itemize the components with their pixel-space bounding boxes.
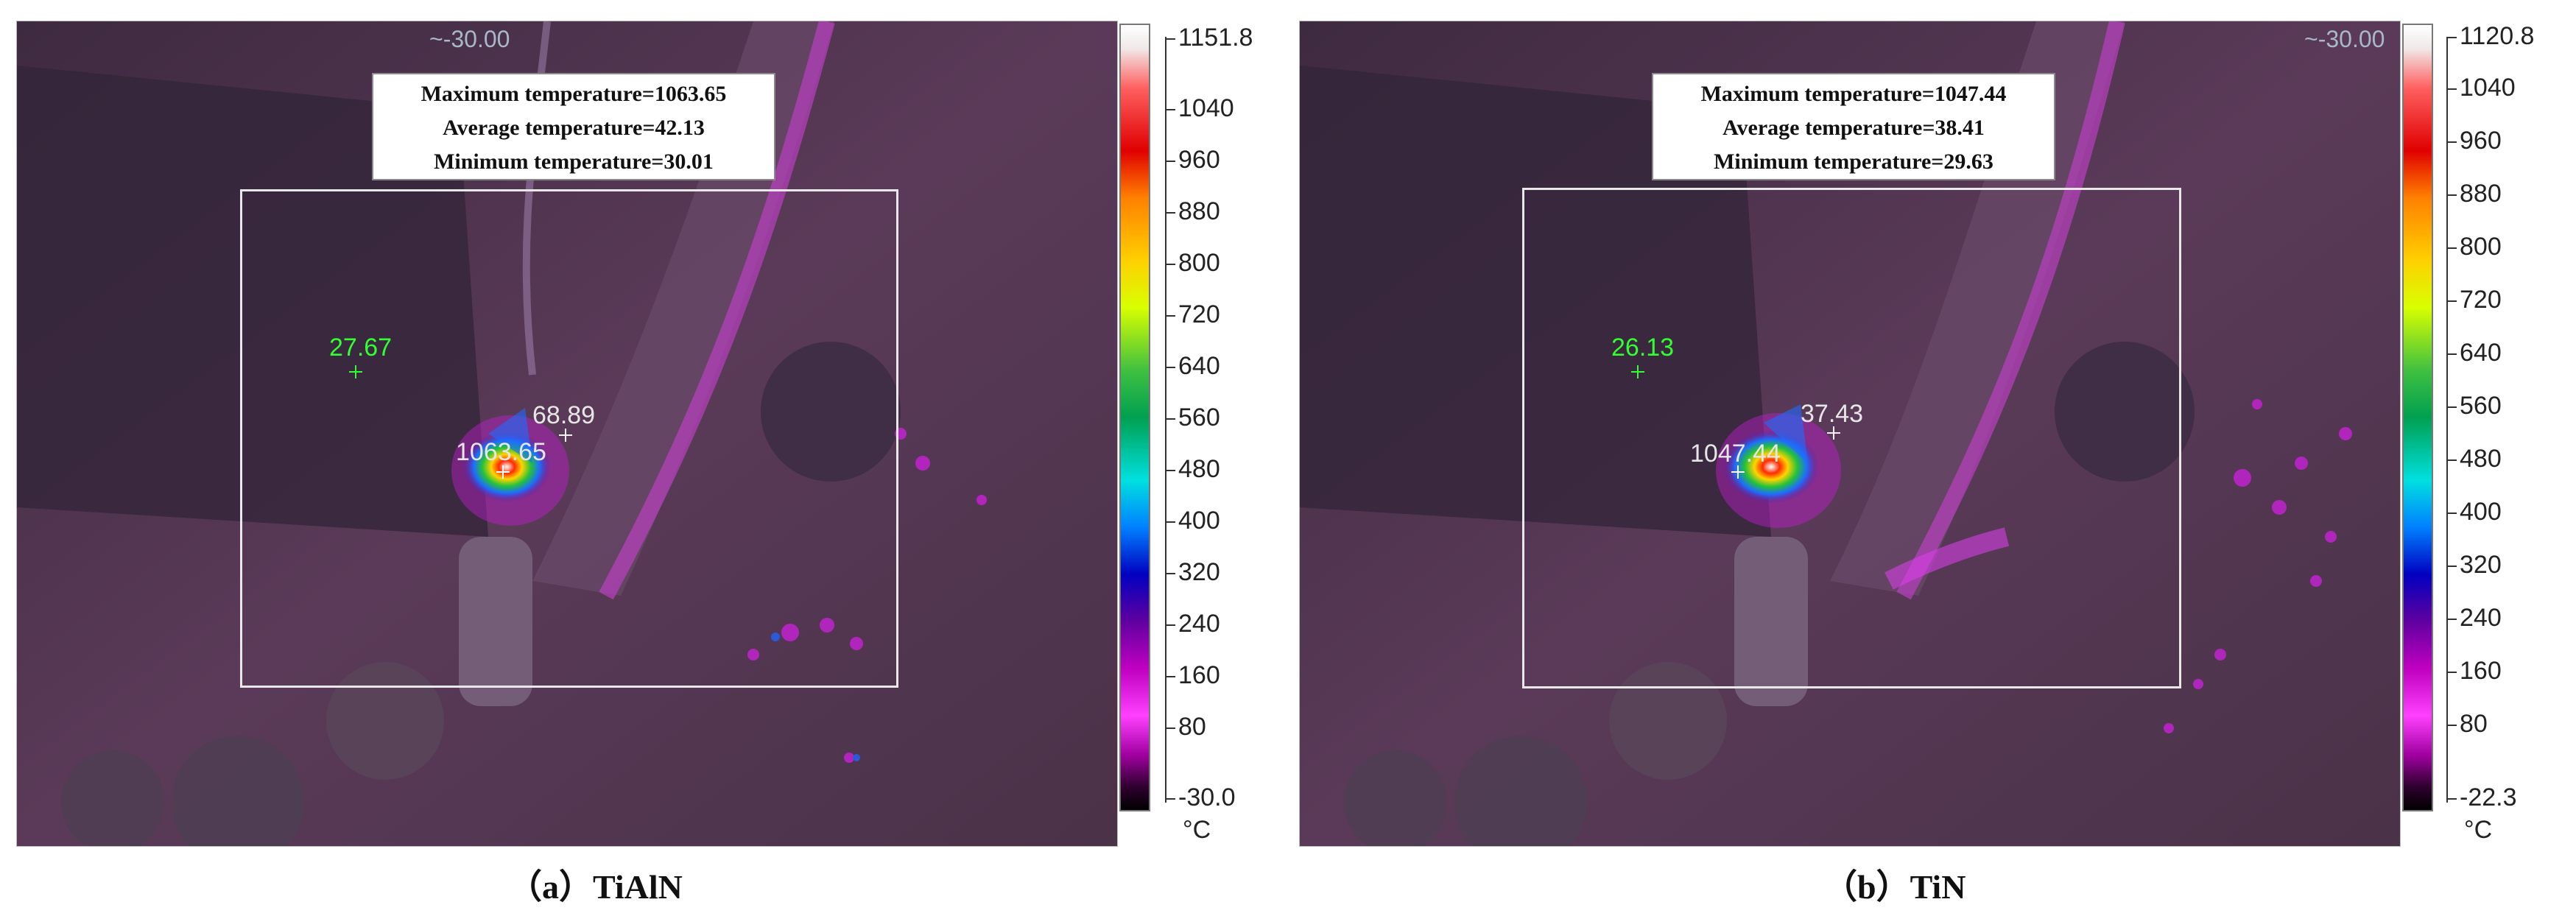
panel-tin: ~-30.00 Maximum temperature=1047.44 Aver… <box>1281 0 2576 916</box>
thermal-image-tialn: ~-30.00 Maximum temperature=1063.65 Aver… <box>16 21 1118 847</box>
scale-tick: 480 <box>2446 445 2502 473</box>
scale-min-label: -30.0 <box>1165 783 1236 811</box>
scale-tick: 960 <box>1165 146 1220 174</box>
temperature-colorbar <box>1119 24 1150 811</box>
scale-tick: 800 <box>2446 233 2502 261</box>
spot-mid-label: 37.43 <box>1801 400 1864 428</box>
panel-caption-a: （a）TiAlN <box>508 868 683 906</box>
panel-tialn: ~-30.00 Maximum temperature=1063.65 Aver… <box>0 0 1281 916</box>
analysis-region-box[interactable] <box>240 189 898 688</box>
temperature-stats-box: Maximum temperature=1063.65 Average temp… <box>372 73 775 180</box>
scale-tick: 80 <box>2446 710 2488 738</box>
scale-tick: 160 <box>2446 657 2502 685</box>
scale-tick: 400 <box>1165 507 1220 535</box>
thermal-image-tin: ~-30.00 Maximum temperature=1047.44 Aver… <box>1299 21 2401 847</box>
scale-tick: 160 <box>1165 661 1220 689</box>
average-temperature: Average temperature=38.41 <box>1722 116 1985 140</box>
scale-tick: 320 <box>1165 558 1220 586</box>
scale-tick: 240 <box>2446 604 2502 632</box>
temperature-stats-box: Maximum temperature=1047.44 Average temp… <box>1652 73 2055 180</box>
corner-temperature-readout: ~-30.00 <box>429 26 510 52</box>
scale-tick: 640 <box>2446 339 2502 367</box>
scale-min-label: -22.3 <box>2446 783 2517 811</box>
scale-tick: 560 <box>1165 404 1220 431</box>
scale-tick: 560 <box>2446 392 2502 420</box>
temperature-unit: °C <box>1183 816 1211 844</box>
panel-caption-b: （b）TiN <box>1823 868 1966 906</box>
scale-tick: 960 <box>2446 127 2502 155</box>
temperature-unit: °C <box>2464 816 2493 844</box>
spot-mid-marker[interactable] <box>559 429 572 442</box>
spot-mid-marker[interactable] <box>1827 426 1840 440</box>
spot-min-label: 26.13 <box>1611 334 1675 362</box>
scale-tick: 880 <box>2446 180 2502 208</box>
scale-tick: 400 <box>2446 498 2502 526</box>
scale-tick: 80 <box>1165 713 1206 741</box>
scale-max-label: 1151.8 <box>1164 24 1253 52</box>
spot-hot-label: 1063.65 <box>456 438 546 466</box>
max-temperature: Maximum temperature=1047.44 <box>1700 82 2007 106</box>
spot-mid-label: 68.89 <box>532 401 596 429</box>
corner-temperature-readout: ~-30.00 <box>2304 26 2385 52</box>
scale-axis <box>1165 37 1166 803</box>
scale-max-label: 1120.8 <box>2446 22 2535 50</box>
average-temperature: Average temperature=42.13 <box>443 116 705 140</box>
spot-min-marker[interactable] <box>349 365 362 378</box>
min-temperature: Minimum temperature=30.01 <box>434 149 714 174</box>
temperature-colorbar <box>2402 24 2433 811</box>
scale-tick: 640 <box>1165 352 1220 380</box>
min-temperature: Minimum temperature=29.63 <box>1714 149 1993 174</box>
scale-axis <box>2446 37 2448 803</box>
scale-tick: 1040 <box>1165 94 1234 122</box>
spot-hot-marker[interactable] <box>496 465 510 479</box>
scale-tick: 320 <box>2446 551 2502 579</box>
spot-hot-label: 1047.44 <box>1690 440 1781 468</box>
spot-min-label: 27.67 <box>329 334 393 362</box>
scale-tick: 720 <box>1165 300 1220 328</box>
analysis-region-box[interactable] <box>1522 188 2181 688</box>
scale-tick: 720 <box>2446 286 2502 314</box>
max-temperature: Maximum temperature=1063.65 <box>420 82 727 106</box>
scale-tick: 480 <box>1165 455 1220 483</box>
scale-tick: 880 <box>1165 197 1220 225</box>
spot-min-marker[interactable] <box>1631 365 1644 378</box>
scale-tick: 240 <box>1165 610 1220 638</box>
scale-tick: 800 <box>1165 249 1220 277</box>
spot-hot-marker[interactable] <box>1731 465 1745 479</box>
scale-tick: 1040 <box>2446 74 2516 102</box>
